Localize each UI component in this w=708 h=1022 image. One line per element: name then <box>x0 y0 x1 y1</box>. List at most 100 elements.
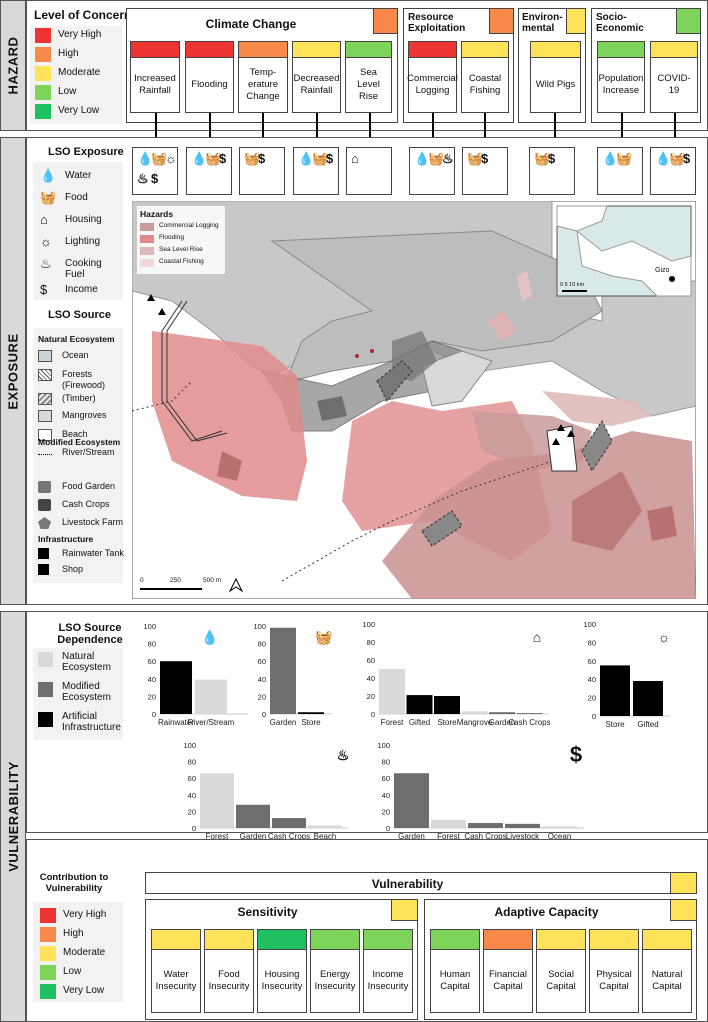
category-socio-economic-level <box>676 8 701 34</box>
component-level-bar <box>590 930 638 950</box>
modified-label: Food Garden <box>62 481 116 491</box>
hazard-item[interactable]: Coastal Fishing <box>461 41 509 113</box>
dependence-swatch <box>38 652 53 667</box>
hazard-level-bar <box>346 42 391 58</box>
bar <box>379 669 405 714</box>
natural-label: Mangroves <box>62 410 107 420</box>
sensitivity-item[interactable]: Housing Insecurity <box>257 929 307 1013</box>
x-tick-label: Beach <box>314 832 337 841</box>
map-hazard-swatch <box>140 247 154 255</box>
contribution-label: High <box>63 928 84 939</box>
y-tick-label: 40 <box>382 791 390 800</box>
hazard-item[interactable]: Population Increase <box>597 41 645 113</box>
flame-icon: ♨ <box>137 171 149 186</box>
modified-label: Livestock Farm <box>62 517 124 527</box>
y-tick-label: 100 <box>253 622 266 631</box>
hazard-item[interactable]: Flooding <box>185 41 234 113</box>
adaptive-item[interactable]: Human Capital <box>430 929 480 1013</box>
house-icon: ⌂ <box>40 212 48 227</box>
level-label: Very Low <box>58 105 100 116</box>
category-environmental-level <box>566 8 586 34</box>
adaptive-item[interactable]: Physical Capital <box>589 929 639 1013</box>
exposure-box[interactable]: 🧺 $ <box>462 147 508 195</box>
hazard-item[interactable]: Sea Level Rise <box>345 41 392 113</box>
map-hazard-label: Coastal Fishing <box>159 258 204 265</box>
x-tick-label: Rainwater <box>158 718 194 727</box>
food-basket-icon: 🧺 <box>467 151 484 166</box>
dollar-icon: $ <box>683 151 691 166</box>
dependence-title: LSO Source Dependence <box>57 622 123 646</box>
hazard-item[interactable]: Increased Rainfall <box>130 41 180 113</box>
exposure-box[interactable]: 🧺 $ <box>529 147 575 195</box>
study-area-map[interactable] <box>132 201 696 599</box>
water-drops-icon: 💧 <box>201 629 218 646</box>
component-level-bar <box>258 930 306 950</box>
x-tick-label: Livestock <box>506 832 540 841</box>
dollar-icon: $ <box>258 151 266 166</box>
food-basket-icon: 🧺 <box>315 629 332 646</box>
hazard-item[interactable]: Commercial Logging <box>407 41 458 113</box>
bar <box>272 818 306 828</box>
hazard-item[interactable]: Decreased Rainfall <box>292 41 341 113</box>
y-tick-label: 100 <box>183 741 196 750</box>
adaptive-item[interactable]: Social Capital <box>536 929 586 1013</box>
lso-source-title: LSO Source <box>48 309 111 321</box>
level-label: Moderate <box>58 67 101 78</box>
adaptive-item[interactable]: Natural Capital <box>642 929 692 1013</box>
y-tick-label: 60 <box>148 657 156 666</box>
connector-line <box>209 113 211 147</box>
bar <box>468 823 503 828</box>
hazard-item[interactable]: Wild Pigs <box>530 41 581 113</box>
exposure-box[interactable]: ⌂ <box>346 147 392 195</box>
x-tick-label: Garden <box>240 832 267 841</box>
water-drops-icon: 💧 <box>414 151 431 166</box>
vulnerability-level <box>670 872 697 894</box>
contribution-label: Very Low <box>63 985 105 996</box>
component-level-bar <box>364 930 412 950</box>
y-tick-label: 20 <box>188 807 196 816</box>
exposure-box[interactable]: 💧 🧺 $ <box>650 147 696 195</box>
modified-label: Cash Crops <box>62 499 110 509</box>
x-tick-label: Gifted <box>409 718 430 727</box>
hazard-level-bar <box>409 42 456 58</box>
y-tick-label: 20 <box>382 807 390 816</box>
exposure-box[interactable]: 💧 🧺 $ <box>293 147 339 195</box>
x-tick-label: Forest <box>206 832 229 841</box>
component-label: Physical Capital <box>596 968 632 992</box>
y-tick-label: 80 <box>367 638 375 647</box>
level-swatch <box>35 28 51 43</box>
adaptive-item[interactable]: Financial Capital <box>483 929 533 1013</box>
inset-place-gizo: Gizo <box>655 267 670 274</box>
exposure-box[interactable]: 🧺 $ <box>239 147 285 195</box>
lso-exposure-legend <box>33 162 123 300</box>
light-bulb-icon: ☼ <box>165 151 177 166</box>
contribution-swatch <box>40 965 56 980</box>
map-hazards-title: Hazards <box>140 209 174 219</box>
component-level-bar <box>431 930 479 950</box>
exposure-label: Housing <box>65 214 102 225</box>
sensitivity-item[interactable]: Income Insecurity <box>363 929 413 1013</box>
hazard-item[interactable]: COVID-19 <box>650 41 698 113</box>
sensitivity-item[interactable]: Water Insecurity <box>151 929 201 1013</box>
hazard-item[interactable]: Temp-erature Change <box>238 41 288 113</box>
hazard-item-label: Sea Level Rise <box>357 67 380 102</box>
level-label: Very High <box>58 29 102 40</box>
sensitivity-item[interactable]: Energy Insecurity <box>310 929 360 1013</box>
sensitivity-item[interactable]: Food Insecurity <box>204 929 254 1013</box>
infrastructure-swatch <box>38 548 49 559</box>
exposure-box[interactable]: 💧 🧺 ♨ <box>409 147 455 195</box>
infrastructure-label: Shop <box>62 564 84 574</box>
map-scale-500: 500 m <box>203 577 222 584</box>
exposure-box[interactable]: 💧 🧺 <box>597 147 643 195</box>
dependence-swatch <box>38 682 53 697</box>
exposure-box[interactable]: 💧 🧺 ☼ ♨ $ <box>132 147 178 195</box>
dollar-icon: $ <box>151 171 159 186</box>
water-drops-icon: 💧 <box>40 168 57 183</box>
category-climate-change-level <box>373 8 398 34</box>
hazard-item-label: Wild Pigs <box>535 79 576 91</box>
exposure-box[interactable]: 💧 🧺 $ <box>186 147 232 195</box>
category-climate-change-title: Climate Change <box>205 17 297 31</box>
natural-swatch <box>38 454 52 455</box>
inset-scale: 0 5 10 km <box>560 282 585 288</box>
connector-line <box>155 113 157 147</box>
